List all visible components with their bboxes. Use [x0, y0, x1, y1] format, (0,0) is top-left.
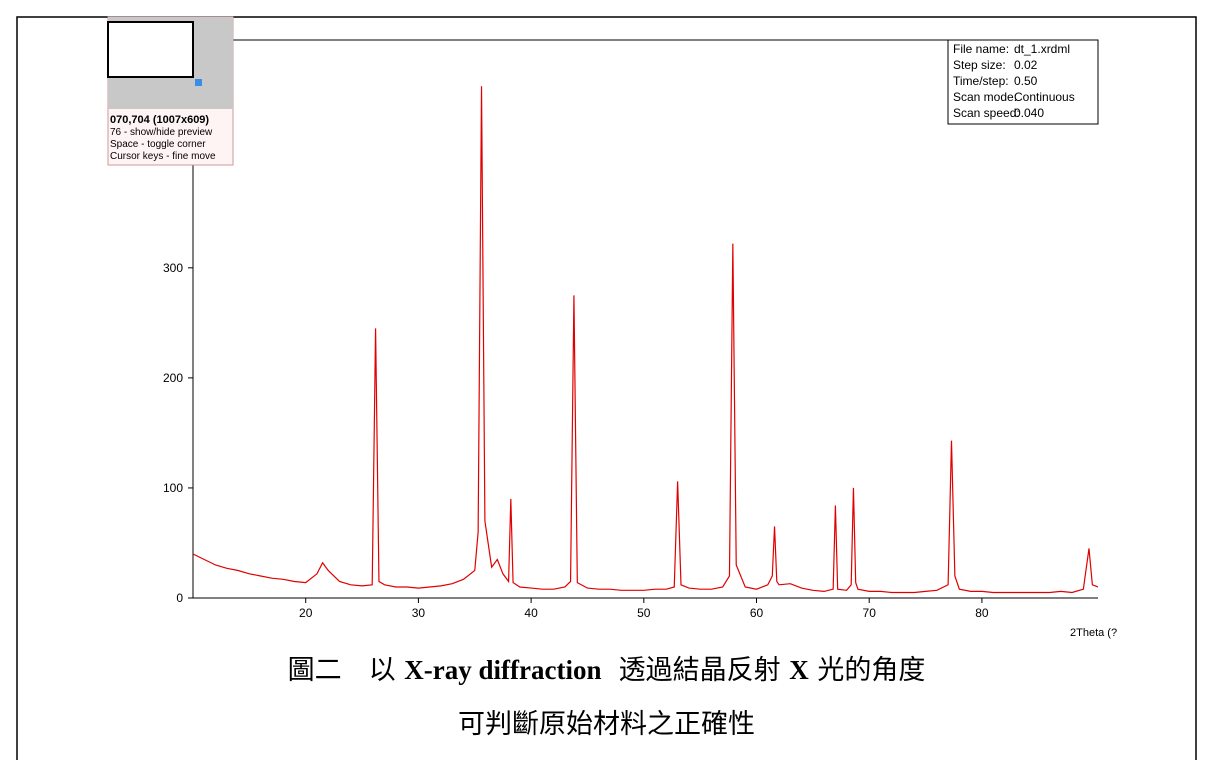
x-tick-label: 60: [750, 606, 764, 620]
info-box: File name: dt_1.xrdml Step size: 0.02 Time/s…: [948, 40, 1098, 124]
chart: File name: dt_1.xrdml Step size: 0.02 Time/s…: [0, 0, 1213, 760]
x-tick-label: 70: [863, 606, 877, 620]
caption-part: 以: [369, 655, 396, 686]
info-value: 0.040: [1014, 106, 1044, 120]
caption-part: X: [789, 655, 809, 685]
preview-text: 76 - show/hide preview: [110, 127, 213, 138]
x-tick-label: 80: [975, 606, 989, 620]
y-tick-label: 0: [176, 591, 183, 605]
x-axis-label: 2Theta (?: [1070, 627, 1117, 639]
info-value: dt_1.xrdml: [1014, 42, 1070, 56]
preview-handle: [195, 79, 202, 86]
y-tick-label: 300: [163, 261, 183, 275]
info-label: File name:: [953, 42, 1009, 56]
info-value: Continuous: [1014, 90, 1075, 104]
caption-line-2: 可判斷原始材料之正確性: [17, 702, 1196, 741]
caption-part: X-ray diffraction: [404, 655, 601, 685]
preview-text: 070,704 (1007x609): [110, 114, 209, 126]
y-tick-label: 100: [163, 481, 183, 495]
x-tick-label: 50: [637, 606, 651, 620]
caption-part: 圖二: [288, 655, 342, 686]
info-value: 0.02: [1014, 58, 1038, 72]
preview-overlay: 070,704 (1007x609)76 - show/hide preview…: [108, 17, 233, 165]
info-label: Scan speed:: [953, 106, 1020, 120]
preview-text: Space - toggle corner: [110, 139, 206, 150]
preview-text: Cursor keys - fine move: [110, 151, 216, 162]
page: File name: dt_1.xrdml Step size: 0.02 Time/s…: [0, 0, 1213, 760]
caption-line-1: 圖二 以 X-ray diffraction 透過結晶反射 X 光的角度: [17, 648, 1196, 687]
info-value: 0.50: [1014, 74, 1038, 88]
y-tick-label: 200: [163, 371, 183, 385]
caption-part: 光的角度: [817, 655, 925, 686]
data-line: [193, 86, 1098, 592]
info-label: Step size:: [953, 58, 1006, 72]
preview-window: [108, 22, 193, 77]
caption-part: 透過結晶反射: [619, 655, 781, 686]
info-label: Scan mode:: [953, 90, 1017, 104]
info-label: Time/step:: [953, 74, 1009, 88]
x-tick-label: 30: [412, 606, 426, 620]
x-tick-label: 20: [299, 606, 313, 620]
x-tick-label: 40: [524, 606, 538, 620]
